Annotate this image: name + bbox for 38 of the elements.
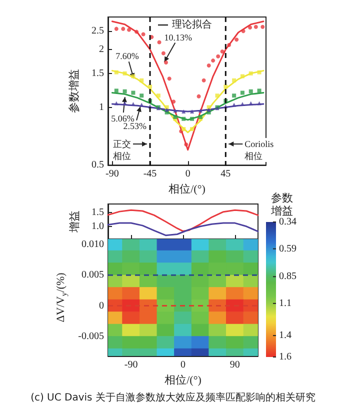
- y-tick-label: 2.5: [92, 25, 104, 36]
- y-tick-label: 1.5: [92, 68, 104, 79]
- y-tick-label: -0.005: [78, 330, 104, 342]
- ref-line-label: Coriolis相位: [244, 139, 274, 161]
- color-bar-label: 1.6: [279, 352, 292, 362]
- y-tick-label: 0.010: [82, 239, 104, 250]
- x-tick-label: 90: [230, 360, 240, 370]
- color-bar-label: 0.34: [279, 216, 296, 228]
- y-axis-title: 增益: [69, 210, 82, 234]
- color-bar-label: 1.1: [279, 298, 292, 309]
- color-bar-label: 0.85: [279, 271, 296, 282]
- y-tick-label: 0.5: [92, 160, 104, 171]
- annotation: 7.60%: [116, 50, 140, 61]
- y-tick-label: 1.0: [92, 220, 104, 232]
- y-tick-label: 0.005: [82, 270, 104, 281]
- ref-line-label: 正交相位: [113, 139, 132, 161]
- y-tick-label: 1: [99, 102, 104, 113]
- y-tick-label: 0: [99, 300, 104, 312]
- x-tick-label: 0: [180, 360, 186, 370]
- y-axis-title: 参数增益: [68, 69, 80, 114]
- x-tick-label: 45: [220, 168, 231, 180]
- annotation: 10.13%: [164, 32, 193, 43]
- color-bar-label: 0.59: [279, 243, 296, 254]
- y-tick-label: 1.5: [92, 206, 104, 218]
- x-tick-label: -90: [124, 360, 138, 370]
- annotation: 5.06%: [111, 114, 135, 124]
- x-tick-label: -45: [143, 168, 157, 180]
- x-axis-title: 相位/(°): [168, 182, 206, 196]
- x-tick-label: 0: [185, 168, 190, 180]
- text: (c) UC Davis 关于自激参数放大效应及频率匹配影响的相关研究: [30, 392, 316, 404]
- x-axis-title: 相位/(°): [164, 373, 202, 386]
- annotation: 理论拟合: [172, 18, 212, 30]
- annotation: 2.53%: [123, 121, 148, 132]
- x-tick-label: -90: [106, 168, 119, 180]
- color-bar-label: 1.4: [279, 330, 292, 342]
- color-bar-title: 参数增益: [270, 192, 293, 218]
- y-axis-title: ΔV/Vy/(%): [55, 272, 68, 322]
- y-tick-label: 2: [99, 44, 104, 55]
